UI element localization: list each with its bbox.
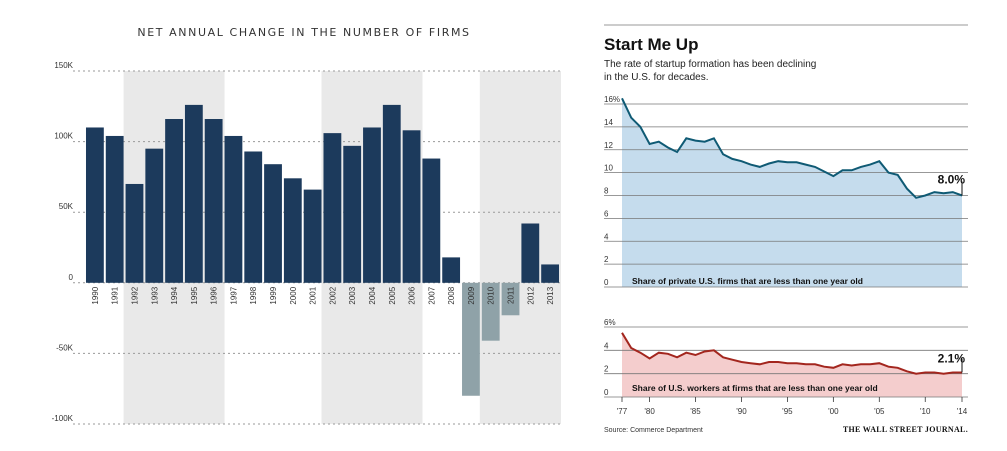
bar-1994 <box>165 119 183 283</box>
y-tick-label: 6% <box>604 318 616 327</box>
area-fill <box>622 98 962 287</box>
x-tick-label: 2006 <box>408 286 417 304</box>
x-tick-label: 1995 <box>190 286 199 304</box>
bar-2002 <box>323 133 342 283</box>
subtitle-line-2: in the U.S. for decades. <box>604 72 709 83</box>
area-fill <box>622 332 962 397</box>
bar-1996 <box>204 119 223 283</box>
y-tick-label: 4 <box>604 232 609 241</box>
bar-1995 <box>184 104 203 283</box>
y-tick-label: 6 <box>604 209 609 218</box>
x-tick-label: 1998 <box>249 286 258 304</box>
y-tick-label: 4 <box>604 341 609 350</box>
x-tick-label: 2013 <box>546 286 555 304</box>
bar-2007 <box>422 158 441 283</box>
panel-caption: Share of U.S. workers at firms that are … <box>632 383 878 393</box>
source-note: Source: Commerce Department <box>604 427 703 434</box>
firms-change-chart: NET ANNUAL CHANGE IN THE NUMBER OF FIRMS… <box>52 26 562 425</box>
x-tick-label: '14 <box>957 407 968 416</box>
y-tick-label: 2 <box>604 255 609 264</box>
y-tick-label: -100K <box>52 414 74 423</box>
wsj-brand: THE WALL STREET JOURNAL. <box>843 425 968 434</box>
bar-1999 <box>264 164 282 283</box>
bar-2006 <box>402 130 421 283</box>
end-value-label: 2.1% <box>938 352 966 366</box>
x-tick-label: 1999 <box>269 286 278 304</box>
y-tick-label: 16% <box>604 95 620 104</box>
y-tick-label: -50K <box>56 343 74 352</box>
x-tick-label: 2009 <box>467 286 476 304</box>
series-line <box>621 332 962 375</box>
x-tick-label: 2010 <box>487 286 496 304</box>
x-tick-label: 1993 <box>150 286 159 304</box>
x-tick-label: '10 <box>920 407 931 416</box>
x-tick-label: '05 <box>874 407 885 416</box>
y-tick-label: 0 <box>604 388 609 397</box>
y-tick-label: 12 <box>604 141 613 150</box>
bar-2010 <box>481 282 500 341</box>
x-tick-label: 1996 <box>210 286 219 304</box>
bar-2001 <box>303 189 322 283</box>
y-tick-label: 8 <box>604 187 609 196</box>
x-tick-label: 2011 <box>507 286 516 304</box>
bar-2004 <box>363 127 381 283</box>
subtitle-line-1: The rate of startup formation has been d… <box>604 59 816 70</box>
end-value-label: 8.0% <box>938 173 966 187</box>
start-me-up-title: Start Me Up <box>604 35 698 54</box>
shaded-period-2 <box>479 71 562 424</box>
x-tick-label: '80 <box>644 407 655 416</box>
x-tick-label: 1994 <box>170 286 179 304</box>
x-tick-label: 2000 <box>289 286 298 304</box>
bar-1998 <box>244 151 263 283</box>
x-tick-label: '90 <box>736 407 747 416</box>
bar-1992 <box>125 183 144 283</box>
bar-2013 <box>541 264 560 283</box>
bar-1993 <box>145 148 164 283</box>
y-tick-label: 10 <box>604 164 613 173</box>
bar-2009 <box>462 282 480 396</box>
x-tick-label: 1992 <box>130 286 139 304</box>
x-tick-label: '95 <box>782 407 793 416</box>
x-tick-label: 1997 <box>229 286 238 304</box>
bar-2000 <box>283 178 302 283</box>
y-tick-label: 0 <box>69 273 74 282</box>
bar-2003 <box>343 145 362 283</box>
y-tick-label: 100K <box>54 132 73 141</box>
x-tick-label: 2012 <box>526 286 535 304</box>
y-tick-label: 150K <box>54 61 73 70</box>
bar-1991 <box>105 135 124 283</box>
x-tick-label: 2007 <box>427 286 436 304</box>
series-line <box>621 97 963 199</box>
y-tick-label: 50K <box>59 202 74 211</box>
x-tick-label: '85 <box>690 407 701 416</box>
y-tick-label: 2 <box>604 365 609 374</box>
y-tick-label: 0 <box>604 278 609 287</box>
x-tick-label: 2005 <box>388 286 397 304</box>
x-tick-label: '77 <box>617 407 628 416</box>
firms-chart-title: NET ANNUAL CHANGE IN THE NUMBER OF FIRMS <box>137 26 470 39</box>
bar-2008 <box>442 257 461 283</box>
x-tick-label: 2004 <box>368 286 377 304</box>
x-tick-label: '00 <box>828 407 839 416</box>
x-tick-label: 2001 <box>309 286 318 304</box>
y-tick-label: 14 <box>604 118 613 127</box>
x-tick-label: 2008 <box>447 286 456 304</box>
bar-1990 <box>85 127 104 283</box>
x-tick-label: 1991 <box>111 286 120 304</box>
x-tick-label: 2002 <box>328 286 337 304</box>
bar-2011 <box>501 282 520 316</box>
bar-2012 <box>521 223 540 283</box>
bar-1997 <box>224 135 243 283</box>
bar-2005 <box>382 104 401 283</box>
start-me-up-chart: Start Me Up The rate of startup formatio… <box>604 24 968 434</box>
x-tick-label: 1990 <box>91 286 100 304</box>
x-tick-label: 2003 <box>348 286 357 304</box>
panel-caption: Share of private U.S. firms that are les… <box>632 276 863 286</box>
